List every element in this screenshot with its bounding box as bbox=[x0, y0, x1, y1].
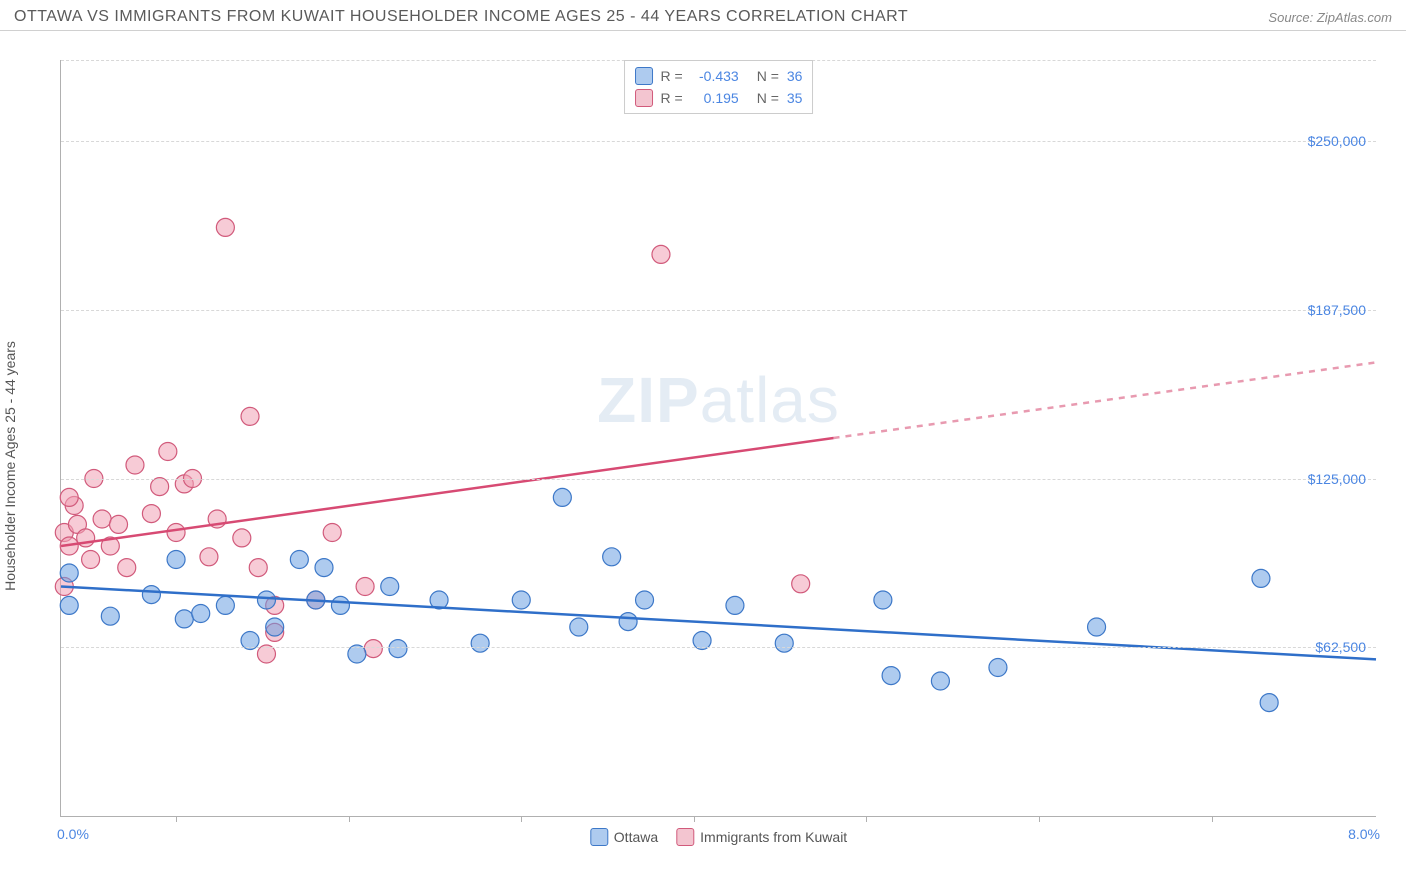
r-label: R = bbox=[661, 65, 683, 87]
point-kuwait bbox=[200, 548, 218, 566]
point-ottawa bbox=[257, 591, 275, 609]
y-tick-label: $187,500 bbox=[1308, 302, 1366, 318]
y-tick-label: $250,000 bbox=[1308, 133, 1366, 149]
legend-row-pink: R = 0.195 N = 35 bbox=[635, 87, 803, 109]
x-tick bbox=[1039, 816, 1040, 822]
chart-source: Source: ZipAtlas.com bbox=[1268, 10, 1392, 25]
source-link[interactable]: ZipAtlas.com bbox=[1317, 10, 1392, 25]
point-ottawa bbox=[266, 618, 284, 636]
x-tick bbox=[866, 816, 867, 822]
point-kuwait bbox=[60, 488, 78, 506]
swatch-pink-icon bbox=[676, 828, 694, 846]
point-kuwait bbox=[82, 551, 100, 569]
point-ottawa bbox=[60, 596, 78, 614]
n-label: N = bbox=[757, 87, 779, 109]
point-kuwait bbox=[216, 218, 234, 236]
point-kuwait bbox=[126, 456, 144, 474]
n-value-blue: 36 bbox=[787, 65, 803, 87]
point-ottawa bbox=[381, 578, 399, 596]
point-ottawa bbox=[989, 659, 1007, 677]
point-ottawa bbox=[216, 596, 234, 614]
y-tick-label: $125,000 bbox=[1308, 471, 1366, 487]
swatch-blue-icon bbox=[590, 828, 608, 846]
legend-item-ottawa: Ottawa bbox=[590, 828, 658, 846]
plot-area: ZIPatlas R = -0.433 N = 36 R = 0.195 N =… bbox=[60, 60, 1376, 817]
point-ottawa bbox=[874, 591, 892, 609]
gridline bbox=[61, 310, 1376, 311]
plot-svg bbox=[61, 60, 1376, 816]
x-tick bbox=[1212, 816, 1213, 822]
n-value-pink: 35 bbox=[787, 87, 803, 109]
swatch-pink-icon bbox=[635, 89, 653, 107]
point-ottawa bbox=[175, 610, 193, 628]
point-kuwait bbox=[93, 510, 111, 528]
point-kuwait bbox=[118, 559, 136, 577]
point-ottawa bbox=[726, 596, 744, 614]
chart-area: Householder Income Ages 25 - 44 years ZI… bbox=[0, 40, 1406, 892]
gridline bbox=[61, 647, 1376, 648]
chart-title: OTTAWA VS IMMIGRANTS FROM KUWAIT HOUSEHO… bbox=[14, 8, 908, 26]
point-ottawa bbox=[570, 618, 588, 636]
legend-item-kuwait: Immigrants from Kuwait bbox=[676, 828, 847, 846]
point-kuwait bbox=[142, 505, 160, 523]
point-ottawa bbox=[1260, 694, 1278, 712]
x-tick bbox=[176, 816, 177, 822]
point-kuwait bbox=[151, 478, 169, 496]
point-ottawa bbox=[142, 586, 160, 604]
point-ottawa bbox=[636, 591, 654, 609]
r-value-blue: -0.433 bbox=[691, 65, 739, 87]
point-ottawa bbox=[775, 634, 793, 652]
point-kuwait bbox=[159, 443, 177, 461]
legend-row-blue: R = -0.433 N = 36 bbox=[635, 65, 803, 87]
point-ottawa bbox=[290, 551, 308, 569]
gridline bbox=[61, 141, 1376, 142]
point-ottawa bbox=[931, 672, 949, 690]
legend-label-kuwait: Immigrants from Kuwait bbox=[700, 829, 847, 845]
r-value-pink: 0.195 bbox=[691, 87, 739, 109]
swatch-blue-icon bbox=[635, 67, 653, 85]
trendline-ottawa bbox=[61, 587, 1376, 660]
x-tick bbox=[349, 816, 350, 822]
point-ottawa bbox=[167, 551, 185, 569]
point-ottawa bbox=[315, 559, 333, 577]
point-ottawa bbox=[553, 488, 571, 506]
point-ottawa bbox=[603, 548, 621, 566]
point-kuwait bbox=[323, 524, 341, 542]
point-ottawa bbox=[101, 607, 119, 625]
point-ottawa bbox=[882, 667, 900, 685]
point-ottawa bbox=[619, 613, 637, 631]
point-kuwait bbox=[167, 524, 185, 542]
chart-header: OTTAWA VS IMMIGRANTS FROM KUWAIT HOUSEHO… bbox=[0, 0, 1406, 31]
point-ottawa bbox=[60, 564, 78, 582]
point-ottawa bbox=[512, 591, 530, 609]
x-tick bbox=[694, 816, 695, 822]
y-tick-label: $62,500 bbox=[1315, 639, 1366, 655]
y-axis-label: Householder Income Ages 25 - 44 years bbox=[2, 341, 18, 591]
point-kuwait bbox=[241, 407, 259, 425]
r-label: R = bbox=[661, 87, 683, 109]
x-axis-start-label: 0.0% bbox=[57, 826, 89, 842]
point-ottawa bbox=[331, 596, 349, 614]
point-kuwait bbox=[233, 529, 251, 547]
point-kuwait bbox=[364, 640, 382, 658]
x-axis-end-label: 8.0% bbox=[1348, 826, 1380, 842]
x-tick bbox=[521, 816, 522, 822]
gridline bbox=[61, 479, 1376, 480]
n-label: N = bbox=[757, 65, 779, 87]
legend-series: Ottawa Immigrants from Kuwait bbox=[590, 828, 847, 846]
legend-correlation: R = -0.433 N = 36 R = 0.195 N = 35 bbox=[624, 60, 814, 114]
point-kuwait bbox=[652, 245, 670, 263]
legend-label-ottawa: Ottawa bbox=[614, 829, 658, 845]
source-label: Source: bbox=[1268, 10, 1313, 25]
point-ottawa bbox=[389, 640, 407, 658]
point-ottawa bbox=[471, 634, 489, 652]
point-ottawa bbox=[192, 605, 210, 623]
point-ottawa bbox=[1088, 618, 1106, 636]
point-ottawa bbox=[1252, 569, 1270, 587]
trendline-kuwait-extrap bbox=[834, 362, 1376, 438]
point-kuwait bbox=[792, 575, 810, 593]
point-kuwait bbox=[249, 559, 267, 577]
point-kuwait bbox=[110, 515, 128, 533]
point-kuwait bbox=[356, 578, 374, 596]
